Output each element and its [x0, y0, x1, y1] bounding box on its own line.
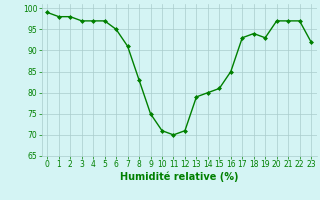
- X-axis label: Humidité relative (%): Humidité relative (%): [120, 172, 238, 182]
